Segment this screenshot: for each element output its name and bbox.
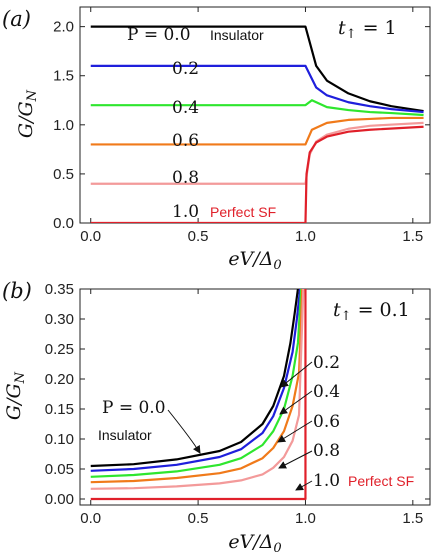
panel-b-parameter: t↑ = 0.1: [333, 299, 410, 324]
panel-b-series-0: [90, 289, 300, 468]
panel-a-xtick-label-2: 1.0: [295, 228, 316, 245]
panel-b-xtick-label-0: 0.0: [80, 510, 101, 527]
panel-a-xtick-label-1: 0.5: [188, 228, 209, 245]
panel-a-parameter: t↑ = 1: [338, 17, 397, 42]
panel-a-insulator-label: Insulator: [210, 27, 264, 43]
panel-a-label-0.4: 0.4: [172, 98, 199, 118]
panel-a-series-5: [90, 125, 424, 223]
panel-a-label-0.2: 0.2: [172, 59, 199, 79]
panel-b-xtick-label-3: 1.5: [402, 510, 423, 527]
panel-b-arrow-0.2: [280, 361, 313, 388]
panel-b-arrow-1.0: [295, 480, 313, 491]
panel-b-label-0.2: 0.2: [313, 353, 340, 373]
panel-a-series: [90, 25, 424, 223]
panel-b-insulator-label: Insulator: [98, 427, 152, 443]
panel-b-ytick-label-6: 0.30: [45, 311, 74, 328]
panel-a-ytick-label-0: 0.0: [53, 215, 74, 232]
panel-a-p-prefix: P = 0.0: [127, 25, 191, 45]
panel-b-ytick-label-0: 0.00: [45, 491, 74, 508]
panel-a-series-2: [90, 99, 424, 117]
panel-a-ytick-label-2: 1.0: [53, 117, 74, 134]
panel-a-ylabel-group: G/GN: [15, 89, 40, 138]
panel-a-label: (a): [2, 7, 31, 31]
panel-a-xlabel: eV/Δ0: [228, 248, 281, 273]
panel-b-label-0.8: 0.8: [313, 441, 340, 461]
panel-a-ticks: 0.0 0.5 1.0 1.5 0.0 0.5 1.0 1.5 2.0: [53, 7, 430, 245]
panel-b-ytick-label-7: 0.35: [45, 281, 74, 298]
panel-a-xtick-label-3: 1.5: [402, 228, 423, 245]
panel-b-arrow-insulator: [167, 409, 201, 454]
panel-b-arrow-0.4: [279, 390, 313, 415]
panel-a-series-3: [90, 116, 424, 146]
panel-b-ytick-label-5: 0.25: [45, 341, 74, 358]
panel-a-ytick-label-3: 1.5: [53, 68, 74, 85]
panel-a-series-4: [90, 121, 424, 185]
panel-b-perfect-sf-label: Perfect SF: [348, 473, 414, 489]
panel-b-label-0.6: 0.6: [313, 412, 340, 432]
panel-a-perfect-sf-label: Perfect SF: [210, 204, 276, 220]
panel-a-label-0.6: 0.6: [172, 131, 199, 151]
panel-b-ylabel-group: G/GN: [3, 371, 28, 420]
panel-a-xtick-label-0: 0.0: [80, 228, 101, 245]
panel-b-label-0.4: 0.4: [313, 382, 340, 402]
panel-a-series-0: [90, 25, 424, 113]
panel-b-arrow-0.6: [277, 420, 313, 443]
panel-b-ytick-label-2: 0.10: [45, 431, 74, 448]
panel-b-series: [90, 289, 307, 501]
panel-a-ylabel: G/GN: [15, 89, 40, 138]
panel-b: (b) 0.0 0.5 1.0 1.5 0.00 0.05 0.10 0.15 0.20 0.25…: [2, 279, 431, 555]
panel-b-series-1: [90, 289, 302, 472]
panel-b-xlabel: eV/Δ0: [228, 531, 281, 555]
panel-a: (a) 0.0 0.5 1.0 1.5 0.0 0.5 1.0 1.5 2.0 G/GN eV/…: [2, 6, 431, 273]
panel-b-ticks: 0.0 0.5 1.0 1.5 0.00 0.05 0.10 0.15 0.20 0.25 0.30…: [45, 281, 430, 527]
panel-b-xtick-label-2: 1.0: [295, 510, 316, 527]
panel-a-ytick-label-1: 0.5: [53, 166, 74, 183]
panel-b-series-3: [90, 289, 304, 484]
panel-b-ytick-label-1: 0.05: [45, 461, 74, 478]
panel-a-series-1: [90, 64, 424, 114]
panel-a-label-0.8: 0.8: [172, 168, 199, 188]
panel-a-ytick-label-4: 2.0: [53, 19, 74, 36]
panel-b-series-2: [90, 289, 303, 478]
panel-b-ytick-label-4: 0.20: [45, 371, 74, 388]
panel-b-p-prefix: P = 0.0: [102, 398, 166, 418]
panel-b-ylabel: G/GN: [3, 371, 28, 420]
panel-a-label-1.0: 1.0: [172, 202, 199, 222]
panel-b-series-4: [90, 289, 305, 490]
panel-b-arrow-0.8: [278, 450, 313, 469]
panel-b-label: (b): [2, 279, 32, 303]
panel-b-ytick-label-3: 0.15: [45, 401, 74, 418]
panel-b-series-5: [90, 289, 307, 501]
panel-b-frame: [79, 288, 431, 506]
panel-b-xtick-label-1: 0.5: [188, 510, 209, 527]
panel-b-label-1.0: 1.0: [313, 471, 340, 491]
